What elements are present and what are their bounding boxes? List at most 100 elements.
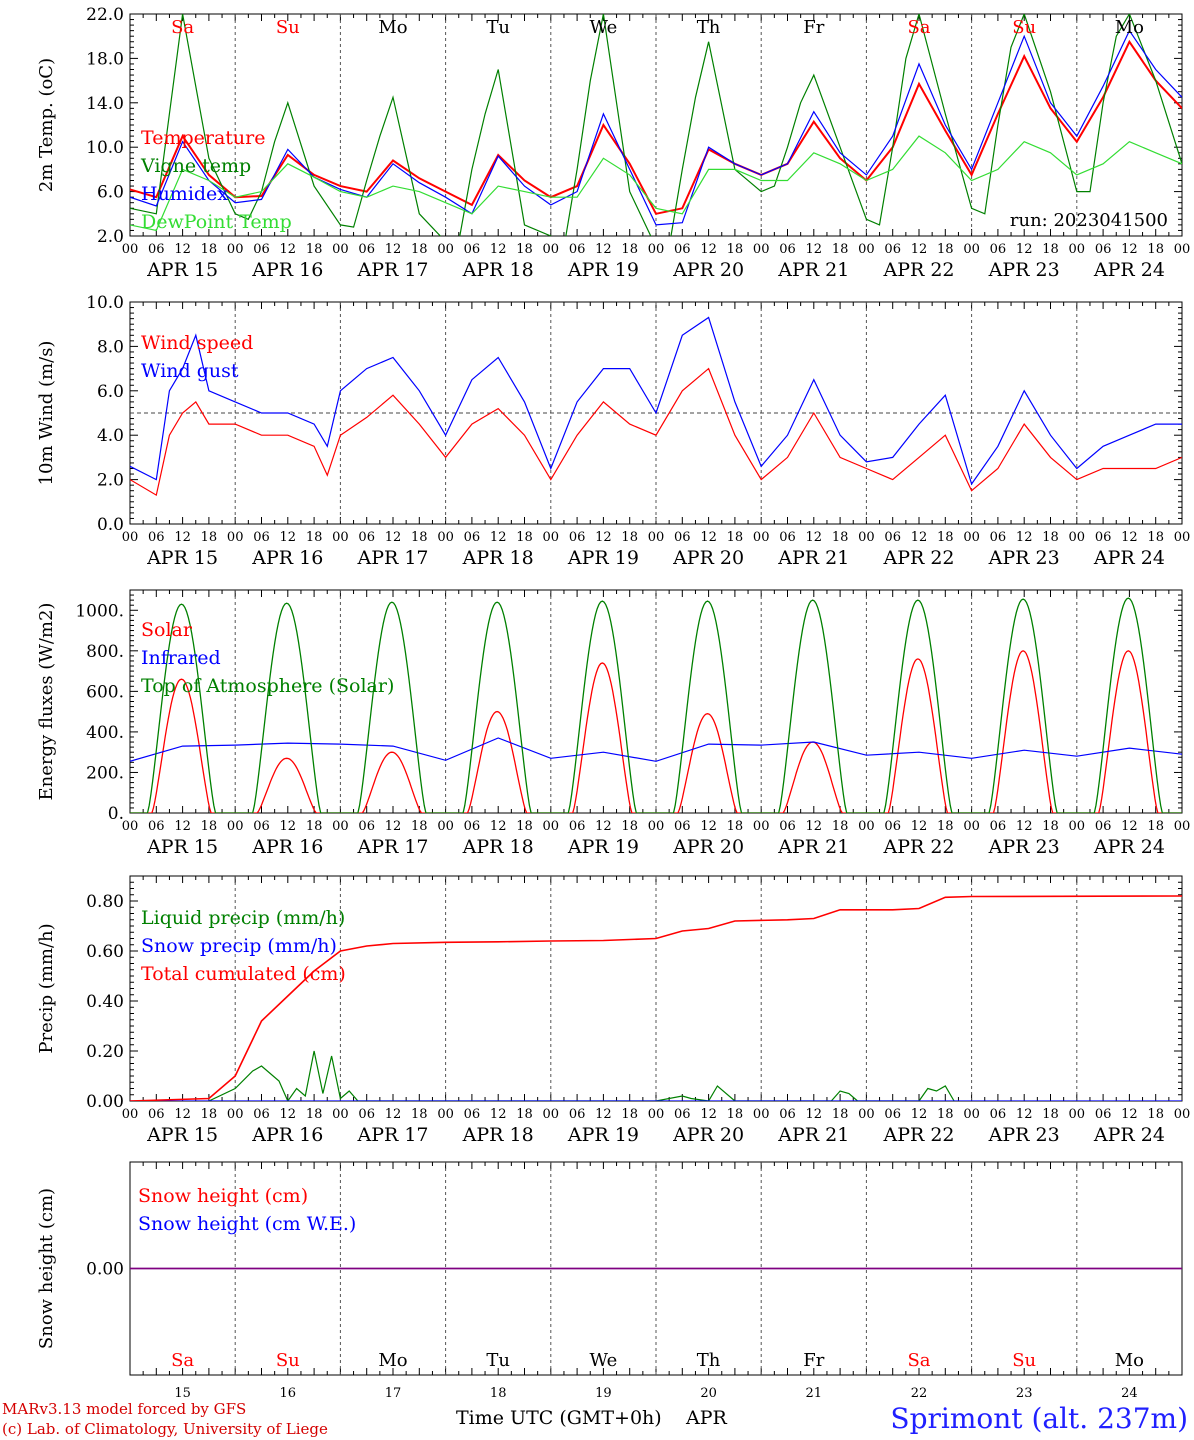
hour-label: 06 [464,1107,481,1122]
hour-label: 00 [963,1107,980,1122]
hour-label: 00 [753,242,770,257]
date-label: APR 22 [882,547,954,569]
hour-label: 06 [674,530,691,545]
hour-label: 18 [832,242,849,257]
date-label: APR 16 [251,836,323,858]
y-tick-label: 200. [86,763,124,783]
date-label: APR 18 [462,1124,534,1146]
y-tick-label: 8.0 [97,337,124,357]
y-tick-label: 400. [86,723,124,743]
day-abbr-label: Th [697,17,721,38]
panel-3-series-solar [130,650,1182,813]
hour-label: 06 [674,242,691,257]
hour-label: 18 [1042,1107,1059,1122]
hour-label: 18 [411,530,428,545]
day-abbr-label: Mo [378,17,407,38]
date-label: APR 17 [356,259,428,281]
hour-label: 12 [1016,242,1033,257]
hour-label: 00 [332,242,349,257]
hour-label: 12 [595,1107,612,1122]
run-label: run: 2023041500 [1010,210,1168,231]
hour-label: 06 [990,530,1007,545]
hour-label: 06 [569,1107,586,1122]
date-label: APR 19 [567,1124,639,1146]
hour-label: 00 [753,819,770,834]
xaxis-month: APR [685,1407,728,1429]
hour-label: 12 [1121,530,1138,545]
hour-label: 12 [911,530,928,545]
hour-label: 12 [280,530,297,545]
hour-label: 12 [1016,819,1033,834]
hour-label: 18 [306,530,323,545]
hour-label: 06 [148,819,165,834]
day-number-label: 16 [280,1386,297,1401]
date-label: APR 20 [672,547,744,569]
hour-label: 00 [543,1107,560,1122]
footer-model-line: MARv3.13 model forced by GFS [2,1400,246,1418]
legend-humidex: Humidex [141,183,228,205]
date-label: APR 24 [1093,1124,1165,1146]
hour-label: 12 [174,530,191,545]
hour-label: 00 [858,1107,875,1122]
hour-label: 06 [253,530,270,545]
y-tick-label: 800. [86,642,124,662]
hour-label: 12 [806,1107,823,1122]
hour-label: 18 [1147,1107,1164,1122]
hour-label: 00 [963,530,980,545]
panel-2-ylabel: 10m Wind (m/s) [36,341,57,486]
y-tick-label: 0.00 [86,1260,124,1280]
hour-label: 00 [543,819,560,834]
hour-label: 00 [543,242,560,257]
legend-snow-precip-mm-h: Snow precip (mm/h) [141,935,337,957]
hour-label: 00 [122,242,139,257]
hour-label: 06 [253,819,270,834]
hour-label: 06 [884,242,901,257]
y-tick-label: 14.0 [86,94,124,114]
hour-label: 06 [990,819,1007,834]
hour-label: 18 [937,819,954,834]
day-abbr-label: Mo [1115,17,1144,38]
day-abbr-label: Sa [171,1350,194,1371]
panel-1-series-humidex [130,29,1182,226]
panel-3-ylabel: Energy fluxes (W/m2) [36,603,57,801]
hour-label: 06 [674,819,691,834]
date-label: APR 21 [777,547,849,569]
date-label: APR 18 [462,547,534,569]
hour-label: 18 [832,1107,849,1122]
hour-label: 00 [1069,242,1086,257]
panel-2-series-wind-speed [130,367,1182,497]
hour-label: 00 [332,1107,349,1122]
hour-label: 12 [595,819,612,834]
panel-4-ylabel: Precip (mm/h) [36,923,57,1053]
date-label: APR 20 [672,259,744,281]
hour-label: 06 [569,242,586,257]
hour-label: 00 [1174,530,1191,545]
hour-label: 12 [385,819,402,834]
date-label: APR 19 [567,547,639,569]
hour-label: 00 [227,530,244,545]
date-label: APR 20 [672,836,744,858]
hour-label: 18 [832,819,849,834]
day-number-label: 21 [806,1386,823,1401]
date-label: APR 21 [777,1124,849,1146]
hour-label: 12 [385,530,402,545]
date-label: APR 18 [462,259,534,281]
xaxis-label: Time UTC (GMT+0h) [456,1407,662,1429]
hour-label: 18 [937,530,954,545]
hour-label: 12 [1121,819,1138,834]
hour-label: 00 [332,819,349,834]
date-label: APR 24 [1093,547,1165,569]
date-label: APR 15 [146,547,218,569]
hour-label: 18 [1147,530,1164,545]
hour-label: 06 [884,819,901,834]
legend-solar: Solar [141,619,193,641]
hour-label: 12 [911,819,928,834]
day-abbr-label: Tu [486,1350,510,1371]
date-label: APR 24 [1093,836,1165,858]
y-tick-label: 2.0 [97,471,124,491]
hour-label: 12 [1121,1107,1138,1122]
date-label: APR 15 [146,259,218,281]
hour-label: 00 [648,242,665,257]
hour-label: 18 [516,242,533,257]
y-tick-label: 2.0 [97,227,124,247]
